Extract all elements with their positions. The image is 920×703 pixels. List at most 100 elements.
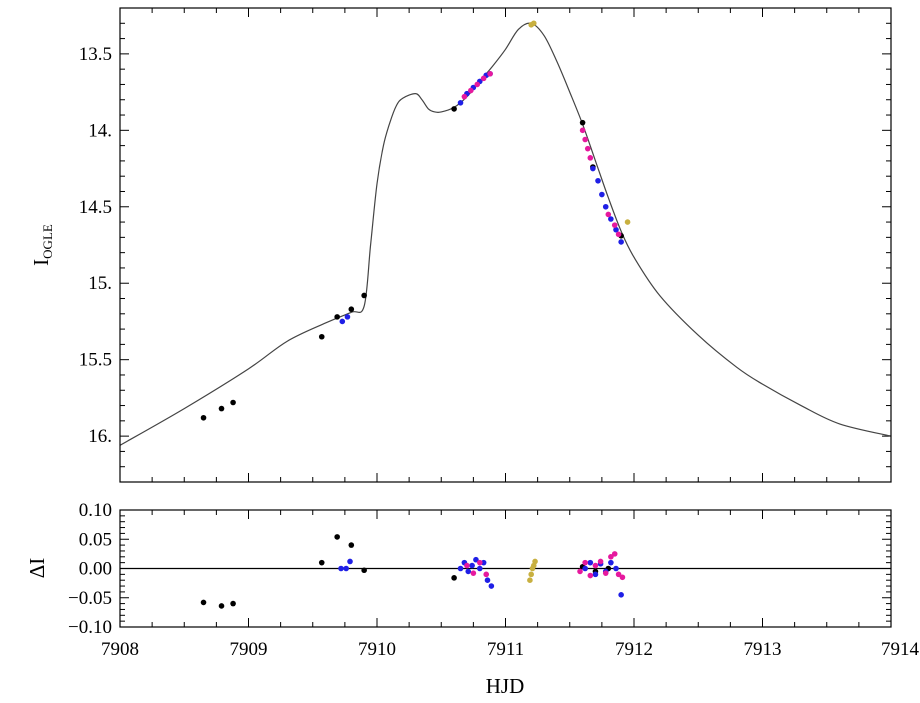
- y-tick-label: 13.5: [79, 44, 112, 65]
- data-point-blue: [590, 165, 596, 172]
- x-tick-label: 7909: [230, 639, 268, 660]
- residual-point-blue: [613, 565, 619, 572]
- residual-y-tick-labels: 0.10 0.05 0.00 −0.05 −0.10: [68, 500, 112, 638]
- residual-point-magenta: [602, 570, 609, 576]
- residual-point-blue: [477, 565, 483, 572]
- residual-point-black: [361, 567, 367, 574]
- residual-frame: [119, 509, 892, 628]
- data-point-blue: [618, 239, 624, 245]
- data-point-blue: [599, 191, 605, 198]
- residual-point-black: [230, 600, 236, 607]
- data-point-magenta: [480, 75, 487, 82]
- data-point-black: [348, 306, 355, 313]
- y-tick-label: 14.5: [79, 197, 112, 218]
- data-point-black: [318, 333, 325, 340]
- light-curve-frame: [119, 7, 892, 483]
- y-tick-label: 0.10: [79, 500, 112, 521]
- data-point-magenta: [461, 93, 468, 100]
- x-tick-label: 7910: [358, 639, 396, 660]
- residual-point-magenta: [582, 559, 588, 566]
- y-tick-label: 0.05: [79, 529, 112, 550]
- light-curve-panel: 13.5 14. 14.5 15. 15.5 16. IOGLE: [29, 7, 892, 483]
- x-tick-label: 7911: [487, 639, 524, 660]
- residual-point-magenta: [592, 562, 599, 569]
- data-point-blue: [613, 226, 619, 233]
- data-point-gold: [530, 20, 537, 27]
- residual-point-blue: [465, 568, 472, 575]
- data-point-blue: [602, 203, 609, 210]
- residual-point-black: [348, 542, 355, 548]
- x-tick-label: 7908: [101, 639, 139, 660]
- residual-point-black: [218, 603, 225, 609]
- residual-point-magenta: [611, 551, 618, 557]
- data-point-black: [218, 405, 225, 412]
- residual-panel: 0.100.050.00−0.05−0.10 7908 7909 7910 7911 7…: [25, 500, 920, 698]
- data-point-black: [200, 414, 207, 421]
- y-tick-label: 0.00: [79, 559, 112, 580]
- residual-point-black: [318, 559, 325, 566]
- residual-point-gold: [527, 577, 533, 583]
- residual-plot-area: [120, 534, 891, 609]
- residual-point-magenta: [587, 572, 594, 579]
- residual-point-magenta: [483, 571, 490, 578]
- data-point-magenta: [587, 155, 594, 161]
- x-axis-label: HJD: [486, 674, 525, 698]
- data-point-black: [579, 119, 586, 126]
- data-point-blue: [457, 100, 464, 106]
- residual-ticks: [119, 509, 892, 628]
- residual-point-magenta: [619, 574, 626, 581]
- residual-point-gold: [528, 571, 534, 578]
- light-curve-ticks: [119, 7, 892, 483]
- residual-point-blue: [587, 559, 594, 566]
- model-curve: [119, 22, 892, 446]
- light-curve-y-tick-labels: 13.5 14. 14.5 15. 15.5 16.: [79, 44, 112, 447]
- residual-point-black: [200, 599, 207, 606]
- residual-point-magenta: [470, 570, 477, 576]
- data-point-magenta: [611, 222, 618, 228]
- y-tick-label: −0.05: [68, 588, 112, 609]
- residual-point-blue: [592, 571, 599, 578]
- residual-point-blue: [582, 565, 588, 572]
- light-curve-plot-area: [119, 20, 892, 446]
- residual-point-blue: [457, 565, 464, 572]
- residual-point-magenta: [597, 558, 604, 565]
- x-tick-labels: 7908 7909 7910 7911 7912 7913 7914: [101, 639, 920, 660]
- residual-point-blue: [608, 559, 614, 566]
- data-point-magenta: [584, 145, 591, 152]
- y-tick-label: 15.5: [79, 350, 112, 371]
- y-tick-label: 15.: [88, 273, 112, 294]
- x-tick-label: 7914: [881, 639, 920, 660]
- x-tick-label: 7913: [744, 639, 782, 660]
- residual-point-blue: [480, 559, 487, 566]
- data-point-magenta: [605, 211, 612, 218]
- x-tick-label: 7912: [615, 639, 653, 660]
- data-point-magenta: [579, 127, 586, 134]
- residual-point-blue: [343, 565, 349, 572]
- residual-point-magenta: [577, 568, 583, 575]
- residual-point-black: [451, 575, 457, 581]
- y-tick-label: −0.10: [68, 617, 112, 638]
- residual-point-blue: [488, 583, 495, 589]
- residual-point-magenta: [477, 559, 483, 566]
- residual-point-magenta: [615, 571, 622, 578]
- data-point-blue: [608, 216, 614, 222]
- residual-point-blue: [338, 565, 344, 572]
- data-point-black: [361, 292, 367, 299]
- residual-point-magenta: [464, 562, 470, 569]
- data-point-blue: [595, 177, 601, 184]
- residual-point-magenta: [608, 554, 614, 560]
- residual-y-axis-label: ΔI: [25, 558, 49, 579]
- data-point-gold: [624, 219, 631, 225]
- data-point-black: [230, 399, 236, 406]
- data-point-magenta: [474, 81, 481, 88]
- residual-point-gold: [532, 558, 538, 565]
- data-point-black: [334, 314, 340, 320]
- residual-point-blue: [484, 577, 491, 583]
- residual-point-black: [334, 534, 340, 540]
- data-point-blue: [344, 314, 351, 320]
- residual-point-blue: [347, 558, 353, 565]
- data-point-magenta: [615, 231, 622, 238]
- data-point-magenta: [582, 136, 588, 143]
- data-point-magenta: [468, 87, 474, 94]
